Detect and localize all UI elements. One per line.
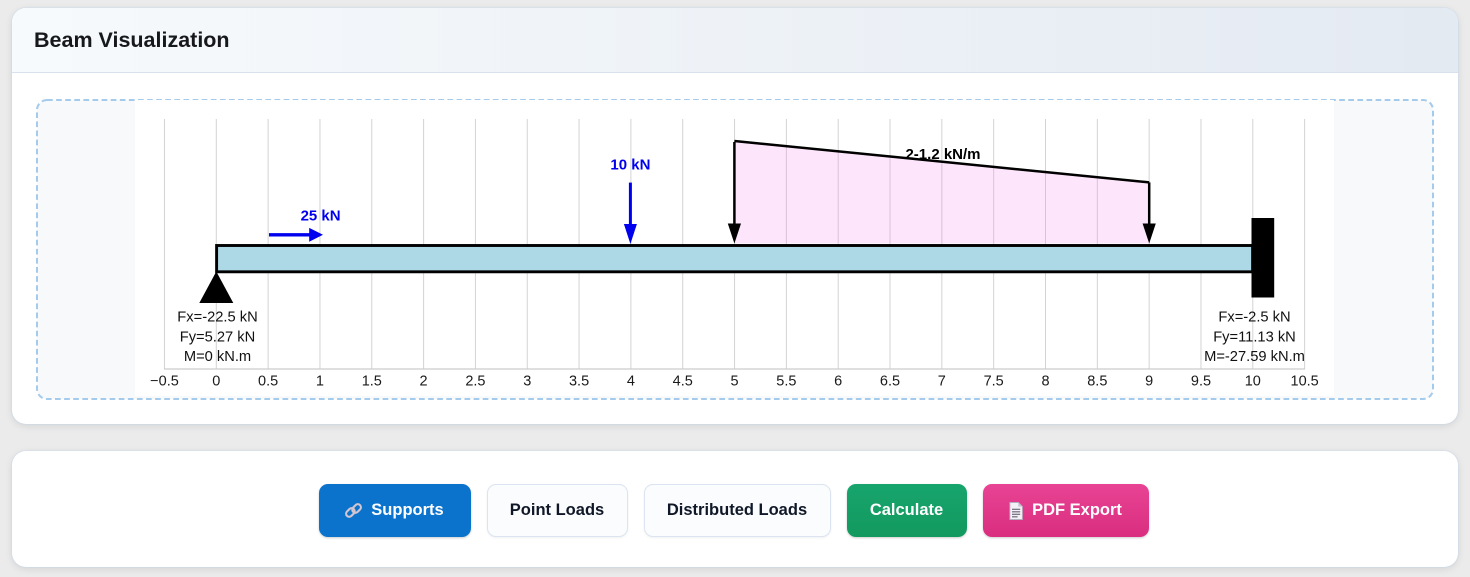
svg-text:1.5: 1.5: [362, 374, 382, 390]
svg-text:Fx=-22.5 kN: Fx=-22.5 kN: [177, 310, 257, 326]
svg-text:8.5: 8.5: [1087, 374, 1107, 390]
svg-text:9: 9: [1145, 374, 1153, 390]
svg-text:M=-27.59 kN.m: M=-27.59 kN.m: [1204, 349, 1305, 365]
svg-text:Fy=5.27 kN: Fy=5.27 kN: [180, 329, 256, 345]
svg-text:5: 5: [731, 374, 739, 390]
svg-text:M=0 kN.m: M=0 kN.m: [184, 349, 251, 365]
svg-text:1: 1: [316, 374, 324, 390]
svg-text:5.5: 5.5: [776, 374, 796, 390]
svg-text:6.5: 6.5: [880, 374, 900, 390]
svg-text:2.5: 2.5: [465, 374, 485, 390]
svg-text:10 kN: 10 kN: [610, 157, 650, 174]
svg-text:9.5: 9.5: [1191, 374, 1211, 390]
svg-text:−0.5: −0.5: [150, 374, 179, 390]
svg-text:Fx=-2.5 kN: Fx=-2.5 kN: [1218, 310, 1290, 326]
svg-text:0: 0: [212, 374, 220, 390]
svg-text:2: 2: [420, 374, 428, 390]
svg-text:25 kN: 25 kN: [301, 208, 341, 225]
svg-text:8: 8: [1041, 374, 1049, 390]
svg-text:4.5: 4.5: [673, 374, 693, 390]
svg-text:7.5: 7.5: [984, 374, 1004, 390]
svg-text:4: 4: [627, 374, 635, 390]
svg-text:0.5: 0.5: [258, 374, 278, 390]
svg-text:2-1.2 kN/m: 2-1.2 kN/m: [905, 146, 980, 163]
svg-text:Fy=11.13 kN: Fy=11.13 kN: [1213, 329, 1296, 345]
svg-text:7: 7: [938, 374, 946, 390]
svg-text:6: 6: [834, 374, 842, 390]
svg-text:10: 10: [1245, 374, 1261, 390]
svg-text:10.5: 10.5: [1291, 374, 1319, 390]
svg-text:3.5: 3.5: [569, 374, 589, 390]
svg-text:3: 3: [523, 374, 531, 390]
